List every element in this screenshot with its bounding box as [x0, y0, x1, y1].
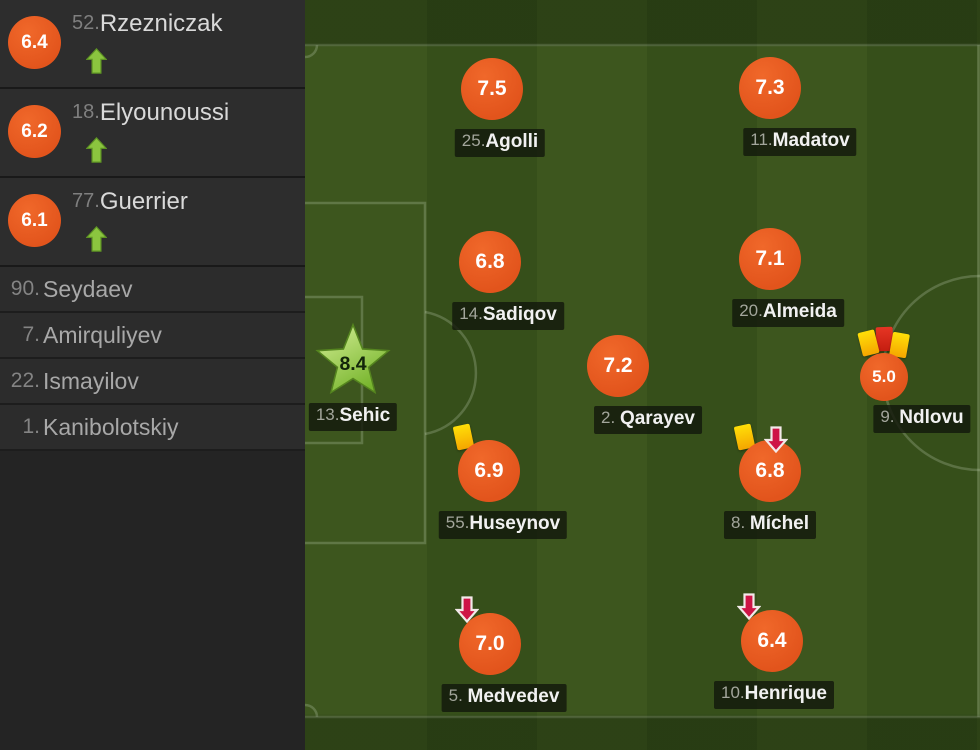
player-number: 2. — [601, 408, 620, 427]
player-label: 55.Huseynov — [438, 511, 568, 539]
rating-up-arrow-icon — [86, 137, 107, 163]
player-label: 25.Agolli — [454, 129, 546, 157]
player-number: 52. — [72, 12, 100, 34]
corner-arc-bottom — [305, 703, 319, 718]
player-name: Míchel — [749, 513, 810, 534]
player-name: Guerrier — [99, 188, 188, 215]
rated-players-section: 6.4 52.Rzezniczak 6.2 18.Elyounoussi 6.1… — [0, 0, 305, 267]
player-number: 14. — [459, 304, 483, 323]
player-name: Madatov — [772, 130, 850, 151]
player-name-line: 52.Rzezniczak — [72, 10, 223, 38]
player-label: 2. Qarayev — [594, 406, 702, 434]
player-rating-badge: 6.8 — [739, 440, 801, 502]
player-name: Qarayev — [619, 408, 695, 429]
player-number: 10. — [721, 683, 745, 702]
player-number: 22. — [10, 369, 40, 392]
player-number: 77. — [72, 190, 100, 212]
sidebar-bench-row[interactable]: 90. Seydaev — [0, 267, 305, 313]
star-rating-value: 8.4 — [339, 353, 366, 375]
football-pitch: 8.4 13.Sehic 7.5 25.Agolli 7.3 11.Madato… — [305, 0, 980, 750]
player-name: Sehic — [339, 405, 391, 426]
player-rating-badge: 6.9 — [458, 440, 520, 502]
player-name: Huseynov — [469, 513, 561, 534]
player-rating-badge: 6.4 — [741, 610, 803, 672]
player-name: Sadiqov — [482, 304, 557, 325]
player-number: 25. — [461, 131, 486, 150]
player-label: 10.Henrique — [714, 681, 834, 709]
player-number: 20. — [739, 301, 763, 320]
player-rating-badge: 7.5 — [461, 58, 523, 120]
best-player-star-badge: 8.4 — [315, 322, 391, 395]
player-label: 5. Medvedev — [441, 684, 567, 712]
player-number: 9. — [880, 407, 900, 426]
player-name: Medvedev — [467, 686, 560, 707]
sidebar-bench-row[interactable]: 7. Amirquliyev — [0, 313, 305, 359]
player-rating-badge: 6.1 — [8, 194, 61, 247]
player-label: 20.Almeida — [732, 299, 844, 327]
penalty-box — [305, 201, 427, 545]
bench-players-section: 90. Seydaev 7. Amirquliyev 22. Ismayilov… — [0, 267, 305, 451]
player-number: 18. — [72, 101, 100, 123]
player-label: 14.Sadiqov — [452, 302, 564, 330]
player-number: 5. — [448, 686, 468, 705]
player-rating-badge: 7.2 — [587, 335, 649, 397]
player-name: Kanibolotskiy — [43, 413, 179, 440]
rating-up-arrow-icon — [86, 226, 107, 252]
player-name: Amirquliyev — [43, 321, 162, 348]
player-ratings-sidebar: 6.4 52.Rzezniczak 6.2 18.Elyounoussi 6.1… — [0, 0, 305, 750]
player-name: Henrique — [744, 683, 827, 704]
player-number: 55. — [445, 513, 470, 532]
player-number: 8. — [730, 513, 750, 532]
player-label: 9. Ndlovu — [873, 405, 971, 433]
player-rating-badge: 5.0 — [860, 353, 908, 401]
penalty-arc — [424, 310, 478, 436]
player-label: 11.Madatov — [743, 128, 857, 156]
player-name: Elyounoussi — [99, 99, 230, 126]
player-rating-badge: 6.8 — [459, 231, 521, 293]
player-number: 7. — [22, 323, 40, 346]
player-name-line: 77.Guerrier — [72, 188, 188, 216]
player-label: 13.Sehic — [308, 403, 398, 431]
player-name: Rzezniczak — [99, 10, 223, 37]
sidebar-player-row[interactable]: 6.1 77.Guerrier — [0, 178, 305, 267]
rating-down-arrow-icon — [455, 596, 479, 623]
player-number: 90. — [10, 277, 40, 300]
player-rating-badge: 7.1 — [739, 228, 801, 290]
player-name-line: 18.Elyounoussi — [72, 99, 229, 127]
rating-down-arrow-icon — [737, 593, 761, 620]
player-name: Ndlovu — [899, 407, 964, 428]
sidebar-bench-row[interactable]: 1. Kanibolotskiy — [0, 405, 305, 451]
sidebar-player-row[interactable]: 6.2 18.Elyounoussi — [0, 89, 305, 178]
player-number: 11. — [750, 130, 773, 149]
player-name: Ismayilov — [43, 367, 139, 394]
player-number: 1. — [22, 415, 40, 438]
player-rating-badge: 6.2 — [8, 105, 61, 158]
rating-down-arrow-icon — [764, 426, 788, 453]
player-rating-badge: 7.3 — [739, 57, 801, 119]
player-number: 13. — [315, 405, 340, 424]
sidebar-bench-row[interactable]: 22. Ismayilov — [0, 359, 305, 405]
player-label: 8. Míchel — [723, 511, 817, 539]
player-name: Seydaev — [43, 275, 133, 302]
player-name: Agolli — [485, 131, 539, 152]
corner-arc-top — [305, 44, 319, 59]
rating-up-arrow-icon — [86, 48, 107, 74]
player-name: Almeida — [762, 301, 837, 322]
player-rating-badge: 7.0 — [459, 613, 521, 675]
player-rating-badge: 6.4 — [8, 16, 61, 69]
sidebar-player-row[interactable]: 6.4 52.Rzezniczak — [0, 0, 305, 89]
